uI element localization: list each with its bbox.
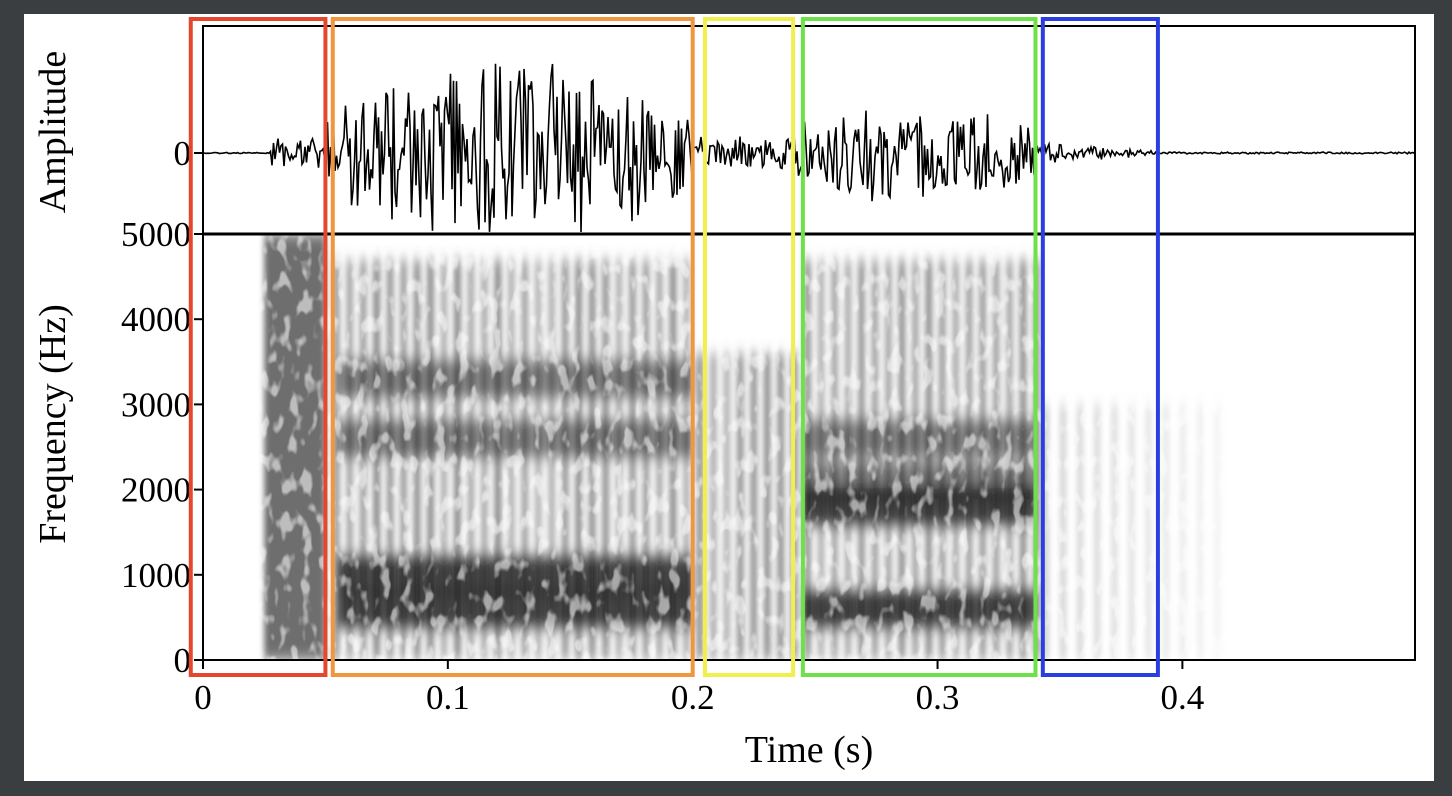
x-tick-label: 0.4 (1161, 678, 1205, 717)
y-tick-label: 5000 (121, 215, 191, 254)
x-tick-label: 0 (194, 678, 212, 717)
y-tick-label: 2000 (121, 471, 191, 510)
waveform-panel (202, 25, 1416, 235)
y-tick-label: 4000 (121, 300, 191, 339)
wave-y-tick-label: 0 (174, 134, 192, 173)
segment-boxes (188, 17, 1160, 677)
y-tick-label: 1000 (121, 556, 191, 595)
axes: 0 0.1 0.2 0.3 0.4 0 1000 2000 3000 4000 5000 0 (121, 134, 1204, 717)
waveform-trace (202, 63, 1416, 233)
spectrogram-image (203, 234, 1415, 660)
segment-box (702, 17, 796, 677)
segment-box (330, 17, 695, 677)
waveform-ylabel: Amplitude (32, 51, 74, 214)
x-axis-title: Time (s) (745, 729, 873, 771)
speech-figure: 0 0.1 0.2 0.3 0.4 0 1000 2000 3000 4000 5000 0 Ampl… (32, 17, 1416, 771)
spectrogram-panel (202, 232, 1416, 661)
y-tick-label: 3000 (121, 385, 191, 424)
x-tick-label: 0.2 (671, 678, 715, 717)
spectrogram-ylabel: Frequency (Hz) (32, 304, 74, 544)
segment-box (188, 17, 328, 677)
x-tick-label: 0.3 (916, 678, 960, 717)
x-tick-label: 0.1 (426, 678, 470, 717)
y-tick-label: 0 (174, 641, 192, 680)
segment-box (1040, 17, 1160, 677)
figure-panel: 0 0.1 0.2 0.3 0.4 0 1000 2000 3000 4000 5000 0 Ampl… (24, 14, 1434, 781)
segment-box (800, 17, 1038, 677)
